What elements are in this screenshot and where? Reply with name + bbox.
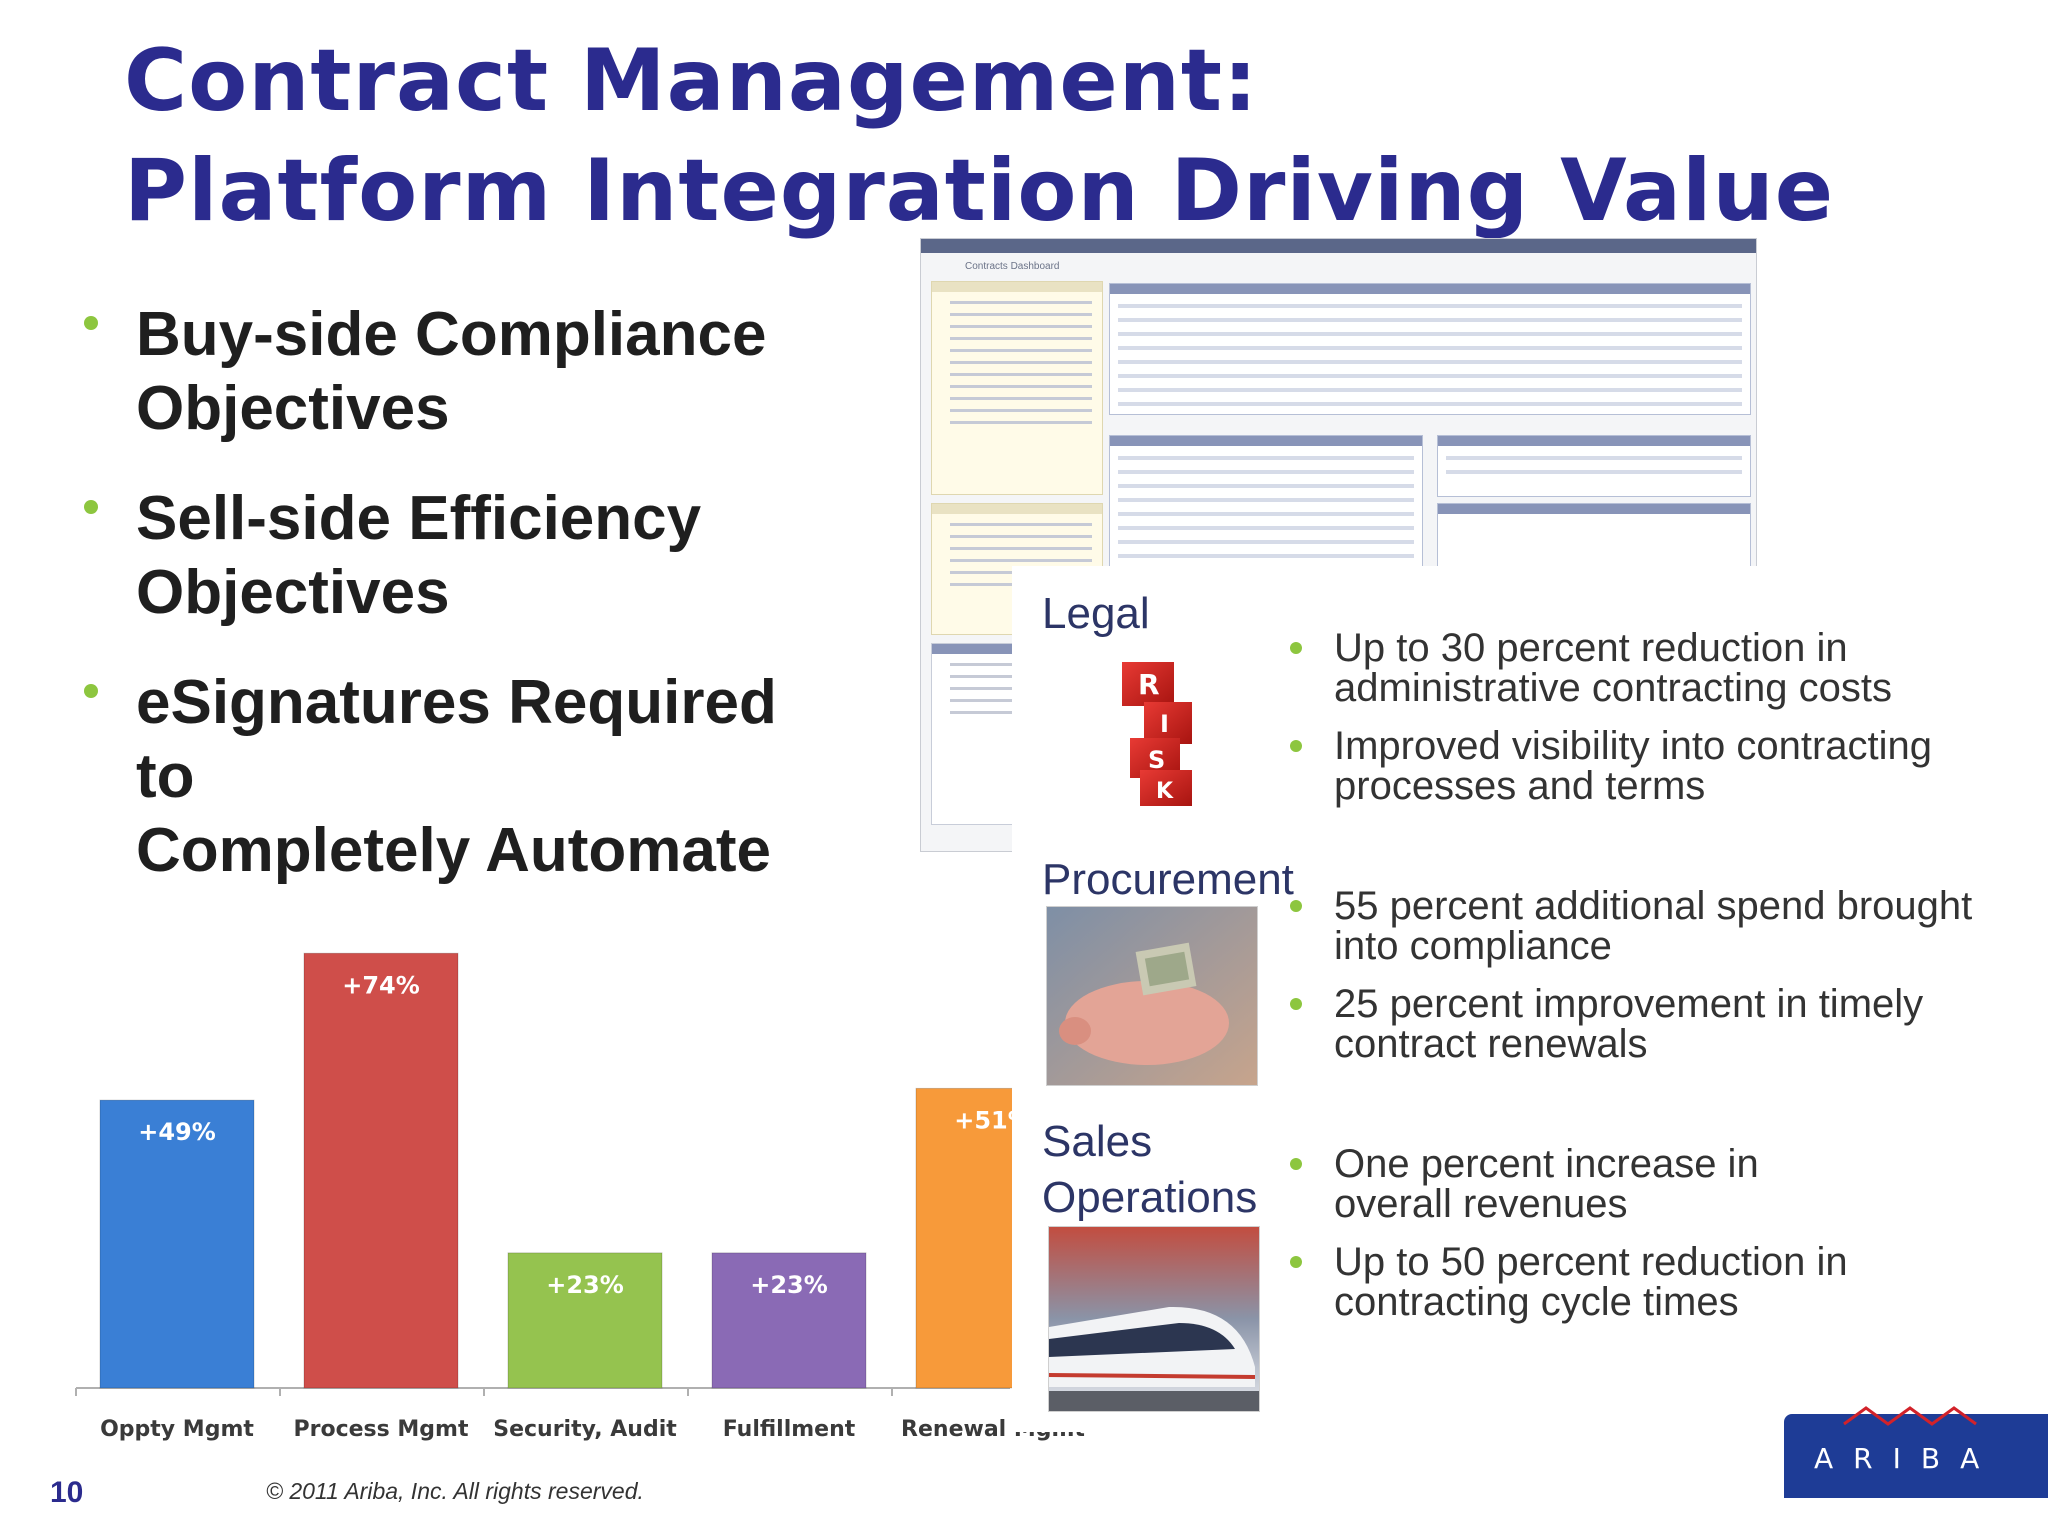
benefit-text: One percent increase in overall revenues: [1334, 1142, 1759, 1226]
bar-value-label: +74%: [342, 971, 420, 999]
category-tick-label: Process Mgmt: [294, 1417, 469, 1442]
screenshot-workspaces-table: [1109, 435, 1423, 567]
objective-text: Sell-side Efficiency Objectives: [136, 484, 702, 627]
slide-title: Contract Management: Platform Integratio…: [124, 26, 1834, 246]
bullet-dot-icon: [1290, 900, 1302, 912]
risk-letter: S: [1148, 746, 1165, 774]
benefit-text: 25 percent improvement in timely contrac…: [1334, 982, 1924, 1066]
procurement-benefit-item: 55 percent additional spend brought into…: [1290, 884, 2034, 968]
piggy-bank-icon: [1046, 906, 1258, 1086]
bar-value-label: +49%: [138, 1118, 216, 1146]
screenshot-topbar: [921, 239, 1756, 253]
benefits-panel: Legal R I S K Up to 30 p: [1012, 566, 2048, 1432]
bullet-dot-icon: [1290, 1256, 1302, 1268]
page-number: 10: [50, 1476, 84, 1509]
procurement-benefit-item: 25 percent improvement in timely contrac…: [1290, 982, 2034, 1066]
category-tick-label: Oppty Mgmt: [100, 1417, 254, 1442]
objective-item: eSignatures Required to Completely Autom…: [84, 666, 844, 888]
bullet-dot-icon: [84, 316, 98, 330]
risk-blocks-icon: R I S K: [1052, 652, 1262, 812]
legal-benefit-item: Improved visibility into contracting pro…: [1290, 724, 2034, 808]
objective-item: Sell-side Efficiency Objectives: [84, 482, 844, 630]
bar-value-label: +23%: [546, 1271, 624, 1299]
ariba-logo: ARIBA: [1784, 1406, 2048, 1498]
title-line-1: Contract Management:: [124, 31, 1259, 131]
category-tick-label: Security, Audit: [493, 1417, 677, 1442]
sales-operations-benefit-item: Up to 50 percent reduction in contractin…: [1290, 1240, 2034, 1324]
risk-letter: R: [1138, 668, 1160, 701]
objective-text: eSignatures Required to Completely Autom…: [136, 668, 777, 885]
objective-text: Buy-side Compliance Objectives: [136, 300, 767, 443]
category-sales-operations-title: Sales Operations: [1042, 1117, 1258, 1222]
logo-text: ARIBA: [1814, 1442, 2000, 1475]
screenshot-todo-table: [1109, 283, 1751, 415]
bullet-dot-icon: [84, 500, 98, 514]
objectives-list: Buy-side Compliance Objectives Sell-side…: [84, 298, 844, 924]
category-procurement-title: Procurement: [1042, 855, 1294, 904]
bar-value-label: +23%: [750, 1271, 828, 1299]
improvement-bar-chart: +49% Oppty Mgmt +74% Process Mgmt +23% Securi…: [75, 952, 1085, 1442]
risk-letter: K: [1156, 779, 1174, 804]
screenshot-graph-box: [1437, 503, 1751, 575]
bar-security-audit: [507, 1252, 663, 1389]
screenshot-title: Contracts Dashboard: [965, 261, 1060, 272]
benefit-text: Up to 30 percent reduction in administra…: [1334, 626, 1893, 710]
bullet-dot-icon: [84, 684, 98, 698]
benefit-text: 55 percent additional spend brought into…: [1334, 884, 1973, 968]
sales-operations-benefit-item: One percent increase in overall revenues: [1290, 1142, 2034, 1226]
bullet-dot-icon: [1290, 998, 1302, 1010]
copyright-notice: © 2011 Ariba, Inc. All rights reserved.: [266, 1478, 644, 1504]
benefit-text: Improved visibility into contracting pro…: [1334, 724, 1933, 808]
bar-process-mgmt: [303, 952, 459, 1389]
legal-benefit-item: Up to 30 percent reduction in administra…: [1290, 626, 2034, 710]
bullet-dot-icon: [1290, 1158, 1302, 1170]
bar-fulfillment: [711, 1252, 867, 1389]
bullet-dot-icon: [1290, 642, 1302, 654]
objective-item: Buy-side Compliance Objectives: [84, 298, 844, 446]
title-line-2: Platform Integration Driving Value: [124, 141, 1835, 241]
screenshot-actions-box: [931, 281, 1103, 495]
category-legal-title: Legal: [1042, 589, 1150, 638]
risk-letter: I: [1160, 710, 1169, 738]
bullet-dot-icon: [1290, 740, 1302, 752]
category-tick-label: Fulfillment: [723, 1417, 856, 1442]
bullet-train-icon: [1048, 1226, 1260, 1412]
bar-oppty-mgmt: [99, 1099, 255, 1389]
screenshot-expiring-table: [1437, 435, 1751, 497]
benefit-text: Up to 50 percent reduction in contractin…: [1334, 1240, 1848, 1324]
